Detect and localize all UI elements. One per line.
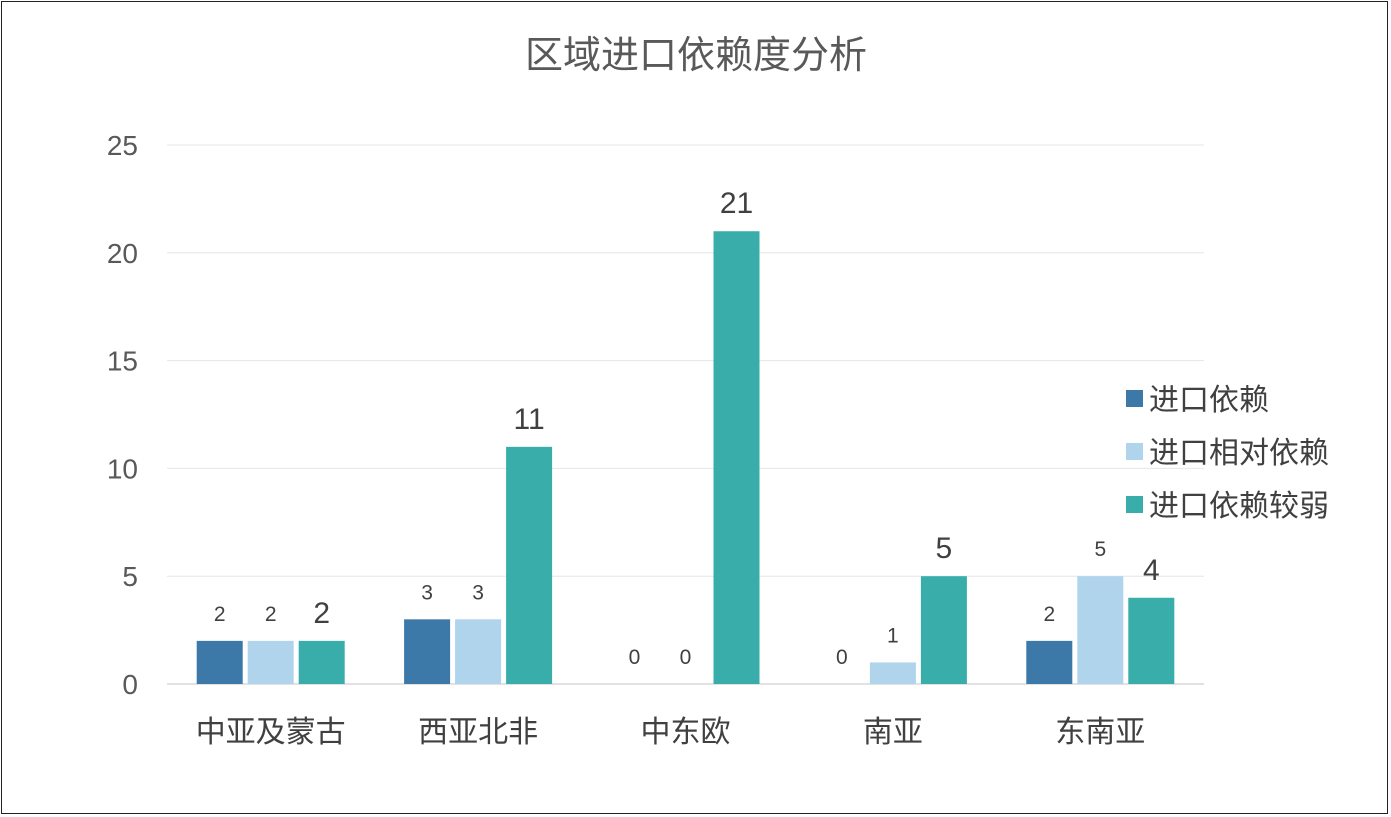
bar <box>455 619 502 684</box>
data-label: 5 <box>936 532 953 565</box>
chart-title: 区域进口依赖度分析 <box>525 33 867 77</box>
legend-label: 进口依赖 <box>1149 383 1269 418</box>
y-tick-label: 5 <box>122 561 138 592</box>
x-tick-label: 中亚及蒙古 <box>196 715 346 750</box>
bar <box>404 619 451 684</box>
x-tick-label: 东南亚 <box>1055 715 1145 750</box>
legend-label: 进口依赖较弱 <box>1149 489 1329 524</box>
bar <box>247 640 294 684</box>
y-tick-label: 25 <box>107 130 138 161</box>
legend-swatch <box>1126 443 1143 460</box>
x-tick-label: 中东欧 <box>641 715 731 750</box>
data-label: 3 <box>421 581 433 604</box>
data-label: 0 <box>629 646 641 669</box>
bar <box>298 640 345 684</box>
legend-label: 进口相对依赖 <box>1149 436 1329 471</box>
bar <box>1077 576 1124 684</box>
data-label: 1 <box>887 624 899 647</box>
data-label: 2 <box>265 603 277 626</box>
data-label: 0 <box>836 646 848 669</box>
x-tick-label: 南亚 <box>863 715 923 750</box>
data-label: 0 <box>680 646 692 669</box>
data-label: 2 <box>1043 603 1055 626</box>
data-label: 4 <box>1143 554 1160 587</box>
data-label: 11 <box>514 403 545 436</box>
y-tick-label: 10 <box>107 453 138 484</box>
bar <box>920 576 967 684</box>
y-tick-label: 0 <box>122 669 138 700</box>
legend-swatch <box>1126 496 1143 513</box>
bar <box>713 231 760 685</box>
data-label: 21 <box>720 187 753 220</box>
y-tick-label: 20 <box>107 238 138 269</box>
data-label: 2 <box>313 597 330 630</box>
legend-swatch <box>1126 390 1143 407</box>
y-tick-label: 15 <box>107 346 138 377</box>
data-label: 2 <box>214 603 226 626</box>
data-label: 5 <box>1094 538 1106 561</box>
bar <box>1128 597 1175 684</box>
bar <box>869 662 916 684</box>
bar <box>196 640 243 684</box>
data-label: 3 <box>472 581 484 604</box>
bar <box>506 446 553 684</box>
x-tick-label: 西亚北非 <box>418 715 538 750</box>
bar <box>1026 640 1073 684</box>
